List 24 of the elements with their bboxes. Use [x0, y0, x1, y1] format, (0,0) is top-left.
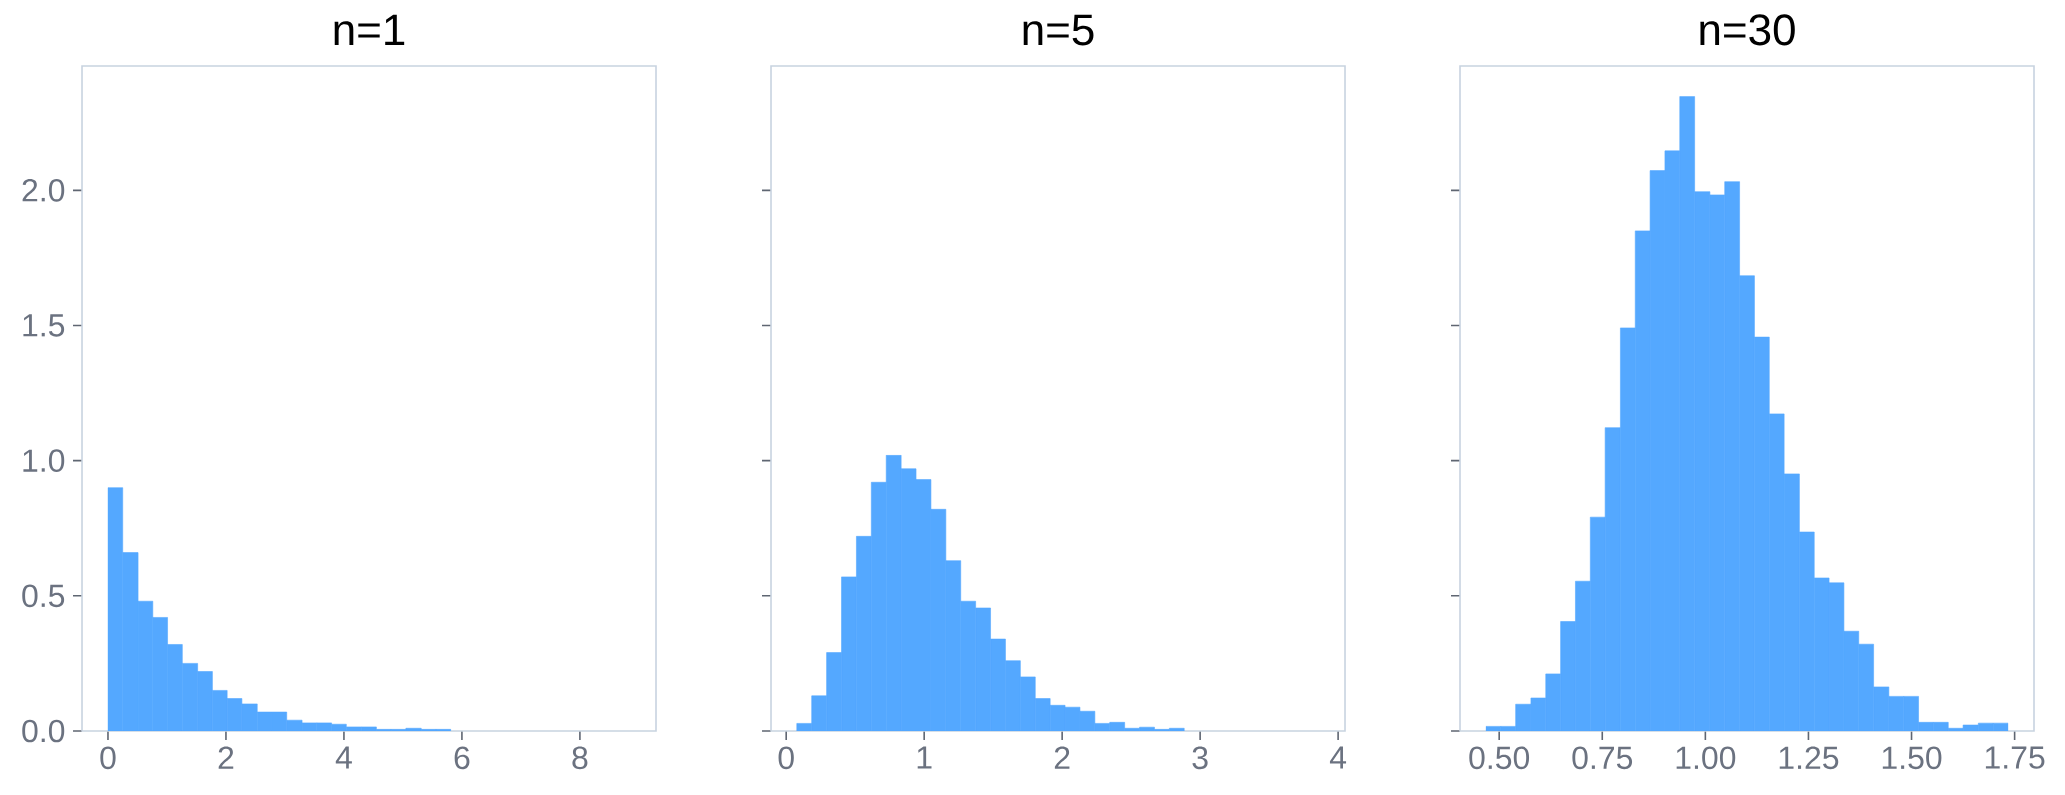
x-tick-label: 8 — [572, 746, 588, 770]
x-tick-label: 3 — [1192, 746, 1208, 770]
x-tick-label: 1.00 — [1676, 746, 1736, 770]
y-tick-label: 1.0 — [23, 449, 65, 472]
x-tick-label: 1 — [917, 746, 932, 769]
chart-title: n=5 — [1023, 14, 1094, 46]
x-tick-label: 0.50 — [1469, 746, 1530, 770]
x-tick-label: 4 — [1329, 746, 1347, 769]
chart-title: n=30 — [1700, 14, 1795, 46]
y-tick-label: 1.5 — [23, 314, 65, 337]
x-tick-label: 0 — [100, 746, 116, 770]
y-tick-label: 0.0 — [22, 719, 65, 743]
x-tick-label: 1.25 — [1779, 746, 1839, 770]
y-tick-label: 2.0 — [22, 179, 65, 202]
x-tick-label: 6 — [454, 746, 470, 770]
x-tick-label: 2 — [218, 746, 234, 769]
x-tick-label: 2 — [1054, 746, 1070, 769]
x-tick-label: 0.75 — [1572, 746, 1633, 770]
chart-title: n=1 — [334, 14, 405, 45]
x-tick-label: 1.75 — [1985, 746, 2045, 769]
x-tick-label: 0 — [778, 746, 794, 770]
y-tick-label: 0.5 — [22, 584, 65, 608]
x-tick-label: 4 — [335, 746, 352, 769]
x-tick-label: 1.50 — [1882, 746, 1942, 770]
